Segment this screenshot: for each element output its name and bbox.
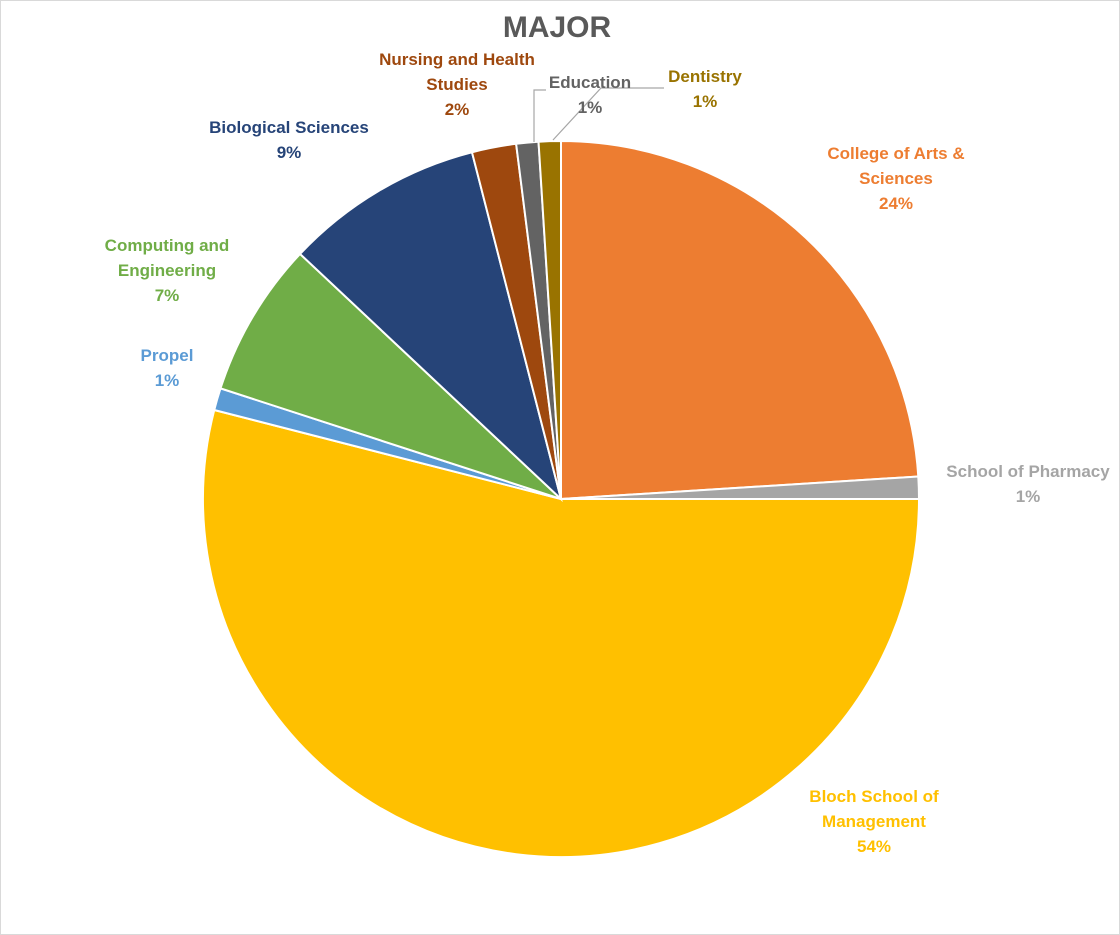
data-label-education: Education 1%	[549, 73, 631, 117]
pie-slice-biological-sciences	[298, 151, 563, 503]
data-label-school-of-pharmacy: School of Pharmacy 1%	[946, 462, 1110, 506]
data-label-line: Education	[549, 73, 631, 92]
chart-title: MAJOR	[503, 11, 612, 44]
data-label-line: College of Arts &	[827, 144, 964, 163]
data-label-line: Nursing and Health	[379, 50, 535, 69]
data-label-line: Biological Sciences	[209, 118, 369, 137]
data-label-line: 1%	[693, 92, 718, 111]
pie-slice-dentistry	[537, 139, 562, 500]
leader-line-dentistry	[552, 87, 664, 141]
slices-layer	[202, 139, 921, 859]
leader-lines-layer	[533, 87, 664, 142]
data-label-line: Dentistry	[668, 67, 742, 86]
data-label-line: 1%	[578, 98, 603, 117]
data-label-computing-and-engineering: Computing and Engineering 7%	[105, 236, 230, 305]
data-label-college-of-arts-and-sciences: College of Arts & Sciences 24%	[827, 144, 964, 213]
data-label-line: Management	[822, 812, 926, 831]
data-label-line: Propel	[141, 346, 194, 365]
leader-line-education	[533, 89, 546, 142]
data-label-biological-sciences: Biological Sciences 9%	[209, 118, 369, 162]
data-label-line: 2%	[445, 100, 470, 119]
data-label-propel: Propel 1%	[141, 346, 194, 390]
data-label-line: Sciences	[859, 169, 933, 188]
data-label-line: 1%	[155, 371, 180, 390]
data-label-line: Bloch School of	[809, 787, 939, 806]
data-label-line: Studies	[426, 75, 487, 94]
data-label-nursing-and-health-studies: Nursing and Health Studies 2%	[379, 50, 535, 119]
data-label-line: Engineering	[118, 261, 216, 280]
data-label-dentistry: Dentistry 1%	[668, 67, 742, 111]
data-label-bloch-school-of-management: Bloch School of Management 54%	[809, 787, 939, 856]
data-label-line: 24%	[879, 194, 913, 213]
data-label-line: Computing and	[105, 236, 230, 255]
data-label-line: 54%	[857, 837, 891, 856]
pie-slice-computing-and-engineering	[219, 252, 562, 500]
data-labels-layer: College of Arts & Sciences 24% School of Ph…	[105, 50, 1111, 856]
data-label-line: 1%	[1016, 487, 1041, 506]
pie-slice-bloch-school-of-management	[202, 408, 921, 859]
pie-slice-college-of-arts-and-sciences	[560, 139, 920, 501]
data-label-line: School of Pharmacy	[946, 462, 1110, 481]
data-label-line: 9%	[277, 143, 302, 162]
data-label-line: 7%	[155, 286, 180, 305]
